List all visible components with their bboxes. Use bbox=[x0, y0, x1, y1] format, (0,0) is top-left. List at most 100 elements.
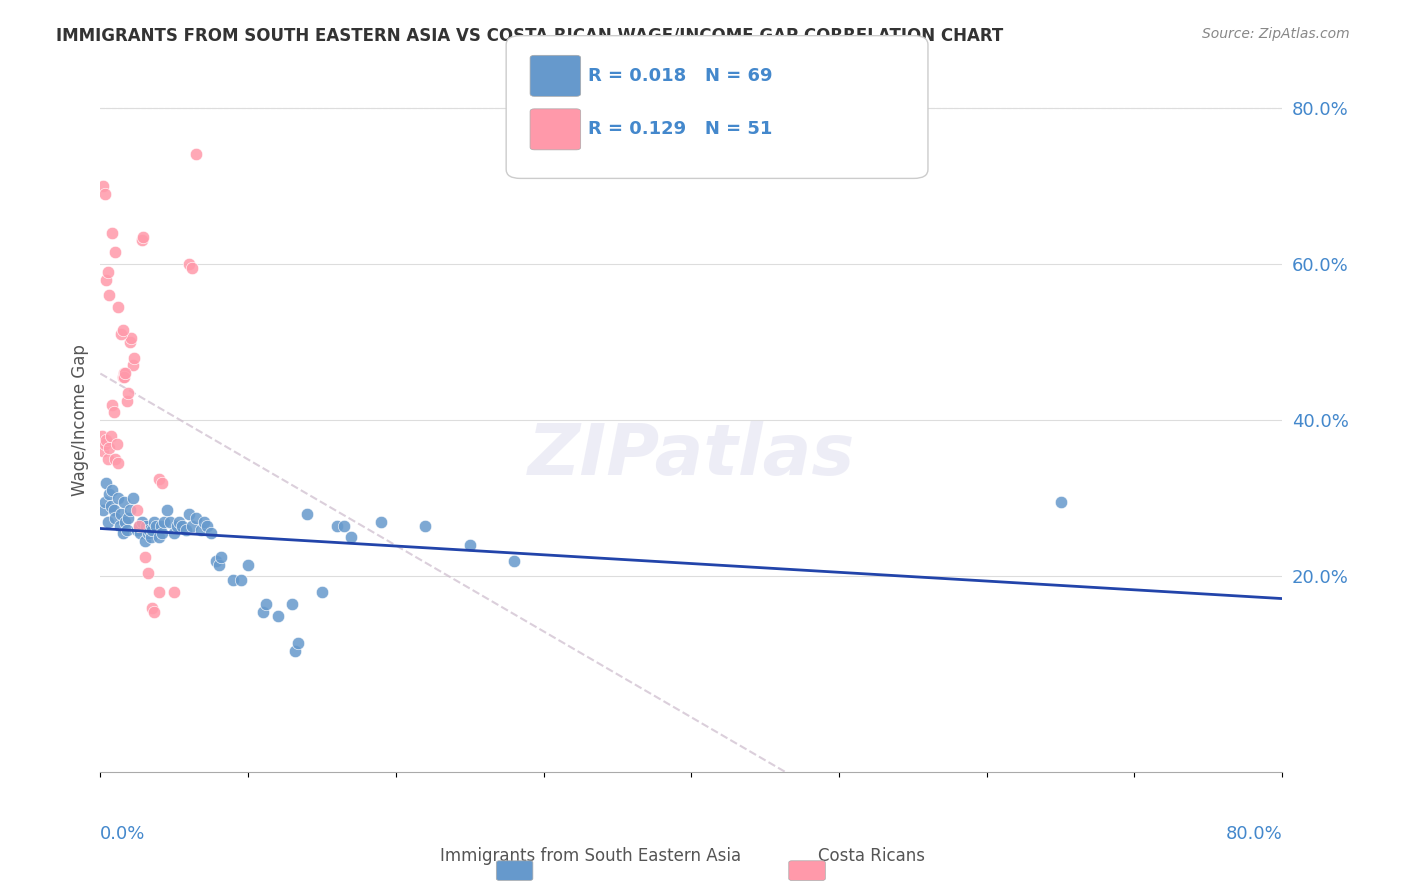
Point bbox=[114, 366, 136, 380]
Point bbox=[211, 549, 233, 564]
Point bbox=[121, 359, 143, 373]
Point bbox=[104, 452, 127, 467]
Point bbox=[118, 503, 141, 517]
Point bbox=[120, 331, 142, 345]
Point bbox=[90, 429, 112, 443]
Point bbox=[156, 503, 179, 517]
Point bbox=[149, 518, 172, 533]
Point bbox=[97, 452, 120, 467]
Point bbox=[325, 518, 347, 533]
Point bbox=[127, 503, 149, 517]
Point bbox=[94, 495, 117, 509]
Point bbox=[134, 549, 156, 564]
Point bbox=[284, 643, 307, 657]
Point bbox=[148, 530, 170, 544]
Point bbox=[129, 526, 152, 541]
Text: R = 0.018   N = 69: R = 0.018 N = 69 bbox=[588, 67, 772, 85]
Point bbox=[112, 370, 135, 384]
Point bbox=[177, 507, 200, 521]
Point bbox=[114, 515, 136, 529]
Point bbox=[152, 526, 174, 541]
Text: Costa Ricans: Costa Ricans bbox=[818, 847, 925, 865]
Point bbox=[135, 518, 157, 533]
Point bbox=[97, 265, 120, 279]
Point bbox=[200, 526, 222, 541]
Point bbox=[111, 526, 134, 541]
Point bbox=[94, 186, 117, 201]
Point bbox=[91, 444, 114, 458]
Point bbox=[104, 511, 127, 525]
Point bbox=[181, 518, 204, 533]
Point bbox=[117, 385, 139, 400]
Point bbox=[118, 334, 141, 349]
Point bbox=[174, 523, 197, 537]
Point bbox=[229, 574, 252, 588]
Point bbox=[107, 491, 129, 506]
Point bbox=[222, 574, 245, 588]
Point bbox=[166, 518, 188, 533]
Point bbox=[91, 503, 114, 517]
Text: R = 0.129   N = 51: R = 0.129 N = 51 bbox=[588, 120, 772, 138]
Point bbox=[105, 436, 128, 450]
Point bbox=[94, 436, 117, 450]
Point bbox=[236, 558, 259, 572]
Point bbox=[252, 605, 274, 619]
Point bbox=[141, 600, 163, 615]
Point bbox=[207, 558, 229, 572]
Point bbox=[97, 515, 120, 529]
Point bbox=[103, 405, 125, 419]
Point bbox=[128, 518, 150, 533]
Point bbox=[131, 515, 153, 529]
Point bbox=[121, 491, 143, 506]
Point bbox=[111, 370, 134, 384]
Point bbox=[96, 433, 118, 447]
Point bbox=[148, 585, 170, 599]
Point bbox=[98, 288, 121, 302]
Point bbox=[112, 495, 135, 509]
Point bbox=[503, 554, 526, 568]
Text: Immigrants from South Eastern Asia: Immigrants from South Eastern Asia bbox=[440, 847, 741, 865]
Point bbox=[108, 518, 131, 533]
Point bbox=[295, 507, 318, 521]
Point bbox=[458, 538, 481, 552]
Point bbox=[134, 534, 156, 549]
Point bbox=[132, 229, 155, 244]
Point bbox=[117, 511, 139, 525]
Point bbox=[138, 523, 160, 537]
Point bbox=[115, 523, 138, 537]
Point bbox=[110, 507, 132, 521]
Point bbox=[145, 518, 167, 533]
Point bbox=[100, 429, 122, 443]
Point bbox=[281, 597, 304, 611]
Point bbox=[103, 503, 125, 517]
Point bbox=[370, 515, 392, 529]
Point bbox=[159, 515, 181, 529]
Point bbox=[101, 398, 124, 412]
Point bbox=[170, 518, 193, 533]
Point bbox=[167, 515, 190, 529]
Point bbox=[311, 585, 333, 599]
Point bbox=[107, 456, 129, 470]
Point bbox=[101, 483, 124, 498]
Point bbox=[152, 475, 174, 490]
Point bbox=[98, 487, 121, 501]
Point bbox=[148, 472, 170, 486]
Point bbox=[91, 178, 114, 193]
Point bbox=[111, 323, 134, 337]
Point bbox=[107, 300, 129, 314]
Point bbox=[115, 393, 138, 408]
Point bbox=[112, 366, 135, 380]
Point bbox=[110, 327, 132, 342]
Point bbox=[128, 518, 150, 533]
Point bbox=[287, 636, 309, 650]
Point bbox=[177, 257, 200, 271]
Point bbox=[101, 226, 124, 240]
Point bbox=[186, 511, 208, 525]
Point bbox=[96, 272, 118, 286]
Point bbox=[190, 523, 212, 537]
Point bbox=[136, 526, 159, 541]
Point bbox=[186, 147, 208, 161]
Point bbox=[142, 605, 165, 619]
Point bbox=[193, 515, 215, 529]
Point bbox=[195, 518, 218, 533]
